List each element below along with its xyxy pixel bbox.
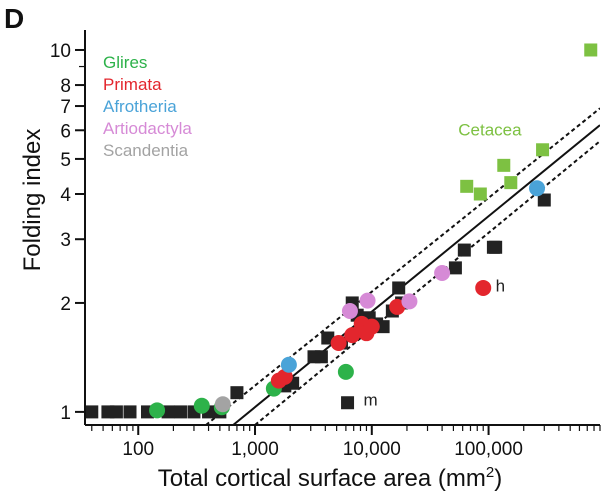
circle-point xyxy=(341,303,358,320)
annotations: Cetacea h m xyxy=(364,121,523,410)
x-tick-label: 10,000 xyxy=(343,439,401,460)
circle-point xyxy=(434,264,451,281)
square-point xyxy=(457,243,471,257)
panel-label: D xyxy=(4,3,24,34)
square-point xyxy=(123,405,137,419)
circle-point xyxy=(280,356,297,373)
x-tick-label: 100 xyxy=(122,439,154,460)
square-point xyxy=(230,386,244,400)
y-tick-label: 6 xyxy=(60,121,71,142)
circle-point xyxy=(337,363,354,380)
square-point xyxy=(489,240,503,254)
annotation-label: m xyxy=(364,391,378,410)
circle-point xyxy=(214,396,231,413)
legend-entry: Scandentia xyxy=(103,141,189,160)
annotation-label: h xyxy=(496,277,505,296)
circle-point xyxy=(529,180,546,197)
legend: Glires Primata Afrotheria Artiodactyla Scand… xyxy=(103,53,192,160)
y-tick-label: 2 xyxy=(60,294,71,315)
circle-point xyxy=(363,318,380,335)
fit-line xyxy=(232,124,600,425)
x-axis-title: Total cortical surface area (mm2) xyxy=(158,464,502,492)
circle-point xyxy=(193,397,210,414)
confidence-line xyxy=(205,107,600,425)
legend-entry: Primata xyxy=(103,75,162,94)
square-point xyxy=(109,405,123,419)
square-point xyxy=(314,350,328,364)
confidence-line xyxy=(254,140,600,425)
square-point xyxy=(537,193,551,207)
legend-entry: Glires xyxy=(103,53,147,72)
square-point xyxy=(497,158,511,172)
square-point xyxy=(473,187,487,201)
legend-entry: Afrotheria xyxy=(103,97,177,116)
square-point xyxy=(504,176,518,190)
square-point xyxy=(376,320,390,334)
circle-point xyxy=(330,335,347,352)
square-point xyxy=(85,405,99,419)
square-point xyxy=(536,143,550,157)
circle-point xyxy=(149,402,166,419)
circle-point xyxy=(475,279,492,296)
y-tick-label: 3 xyxy=(60,230,71,251)
square-point xyxy=(173,405,187,419)
y-tick-label: 1 xyxy=(60,403,71,424)
y-axis-title: Folding index xyxy=(19,129,46,272)
square-point xyxy=(448,261,462,275)
circle-point xyxy=(359,292,376,309)
circle-point xyxy=(389,298,406,315)
circle-point xyxy=(344,327,361,344)
axes: 100 1,000 10,000 100,000 1 2 3 4 5 6 78 10 xyxy=(50,30,601,460)
y-tick-label: 10 xyxy=(50,41,71,62)
y-tick-label: 5 xyxy=(60,150,71,171)
circle-point xyxy=(276,368,293,385)
data-points xyxy=(85,43,598,419)
square-point xyxy=(584,43,598,57)
square-point xyxy=(392,281,406,295)
circle-point xyxy=(401,293,418,310)
annotation-label: Cetacea xyxy=(458,121,522,140)
y-tick-label: 7 xyxy=(60,97,71,118)
y-tick-label: 4 xyxy=(60,185,71,206)
x-tick-label: 100,000 xyxy=(454,439,523,460)
square-point xyxy=(460,179,474,193)
legend-entry: Artiodactyla xyxy=(103,119,192,138)
x-tick-label: 1,000 xyxy=(231,439,279,460)
square-point xyxy=(341,396,355,410)
y-tick-label: 8 xyxy=(60,76,71,97)
